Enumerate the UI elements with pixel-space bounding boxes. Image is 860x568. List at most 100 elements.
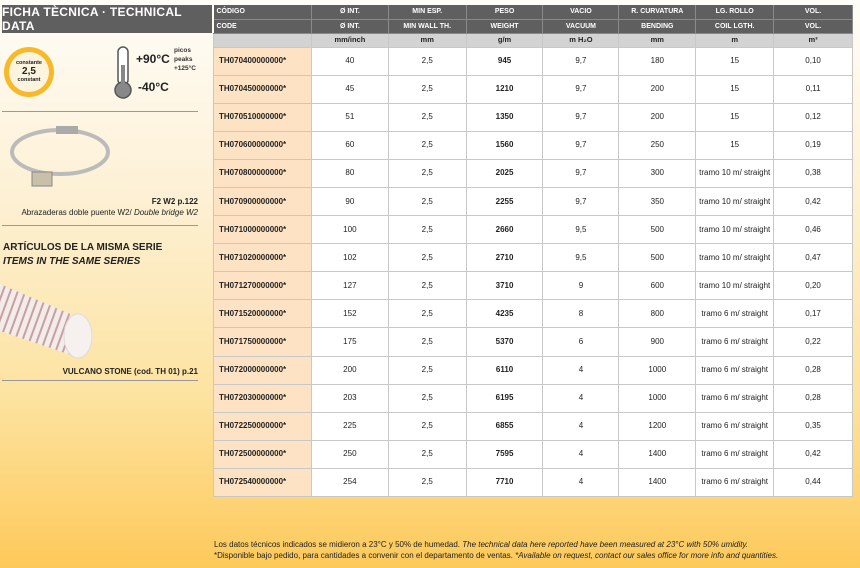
data-cell: 7710 bbox=[465, 467, 544, 498]
product-code-cell: TH072540000000* bbox=[213, 467, 312, 498]
data-cell: 0,12 bbox=[773, 102, 853, 132]
column-header: VOL. bbox=[773, 5, 853, 20]
temp-min: -40°C bbox=[138, 80, 169, 94]
data-cell: tramo 10 m/ straight bbox=[695, 243, 775, 273]
data-cell: 5370 bbox=[465, 327, 544, 357]
data-cell: 0,42 bbox=[773, 186, 853, 217]
table-row: TH072250000000* 225 2,5 6855 4 1200 tramo 6 m/… bbox=[213, 411, 853, 441]
data-cell: 102 bbox=[310, 243, 389, 273]
data-cell: 350 bbox=[618, 186, 697, 217]
column-header: BENDING bbox=[618, 19, 697, 34]
product-code-cell: TH071270000000* bbox=[213, 271, 312, 301]
data-cell: 9,7 bbox=[542, 158, 620, 188]
data-cell: 40 bbox=[310, 46, 389, 76]
data-cell: 0,28 bbox=[773, 355, 853, 385]
data-cell: 6 bbox=[542, 327, 620, 357]
unit-cell: mm bbox=[387, 32, 467, 48]
temp-max: +90°C bbox=[136, 52, 170, 66]
data-cell: 4 bbox=[542, 439, 620, 469]
unit-cell bbox=[213, 32, 312, 48]
data-cell: 0,28 bbox=[773, 383, 853, 413]
data-cell: 945 bbox=[465, 46, 544, 76]
product-code-cell: TH070600000000* bbox=[213, 130, 312, 160]
data-cell: 0,20 bbox=[773, 271, 853, 301]
clamp-image bbox=[10, 126, 110, 187]
data-cell: 9,5 bbox=[542, 243, 620, 273]
data-cell: 15 bbox=[695, 46, 775, 76]
table-row: TH071020000000* 102 2,5 2710 9,5 500 tramo 10 … bbox=[213, 243, 853, 273]
product-code-cell: TH070800000000* bbox=[213, 158, 312, 188]
data-cell: 15 bbox=[695, 74, 775, 104]
data-cell: 2255 bbox=[465, 186, 544, 217]
unit-cell: m³ bbox=[773, 32, 853, 48]
column-header: CÓDIGO bbox=[213, 5, 312, 20]
data-cell: 7595 bbox=[465, 439, 544, 469]
column-header: WEIGHT bbox=[466, 19, 544, 34]
data-cell: 1210 bbox=[465, 74, 544, 104]
table-row: TH072500000000* 250 2,5 7595 4 1400 tramo 6 m/… bbox=[213, 439, 853, 469]
data-cell: tramo 10 m/ straight bbox=[695, 158, 775, 188]
table-row: TH070800000000* 80 2,5 2025 9,7 300 tramo 10 m… bbox=[213, 158, 853, 188]
data-cell: 9,7 bbox=[542, 102, 620, 132]
data-cell: tramo 6 m/ straight bbox=[695, 299, 775, 329]
data-cell: 2,5 bbox=[387, 327, 467, 357]
table-row: TH072540000000* 254 2,5 7710 4 1400 tramo 6 m/… bbox=[213, 467, 853, 498]
data-cell: tramo 6 m/ straight bbox=[695, 383, 775, 413]
wall-thickness-badge: constante 2,5 constant bbox=[4, 47, 54, 97]
data-cell: 200 bbox=[618, 74, 697, 104]
column-header: Ø INT. bbox=[311, 19, 389, 34]
data-cell: tramo 10 m/ straight bbox=[695, 271, 775, 301]
data-cell: 2,5 bbox=[387, 46, 467, 76]
data-cell: 9 bbox=[542, 271, 620, 301]
data-cell: 90 bbox=[310, 186, 389, 217]
table-row: TH072030000000* 203 2,5 6195 4 1000 tramo 6 m/… bbox=[213, 383, 853, 413]
column-header: CODE bbox=[213, 19, 312, 34]
data-cell: 4 bbox=[542, 467, 620, 498]
data-cell: 80 bbox=[310, 158, 389, 188]
header-row: CÓDIGO Ø INT. MIN ESP. PESO VACIO R. CURVATUR… bbox=[213, 5, 853, 20]
data-cell: tramo 6 m/ straight bbox=[695, 355, 775, 385]
divider bbox=[2, 225, 198, 226]
column-header: VACIO bbox=[542, 5, 620, 20]
badge-top: constante bbox=[16, 59, 42, 66]
data-cell: 60 bbox=[310, 130, 389, 160]
table-row: TH071270000000* 127 2,5 3710 9 600 tramo 10 m/… bbox=[213, 271, 853, 301]
product-code-cell: TH071020000000* bbox=[213, 243, 312, 273]
data-cell: 300 bbox=[618, 158, 697, 188]
data-cell: 2,5 bbox=[387, 299, 467, 329]
data-cell: 3710 bbox=[465, 271, 544, 301]
data-cell: 0,38 bbox=[773, 158, 853, 188]
product-code-cell: TH072000000000* bbox=[213, 355, 312, 385]
data-cell: 0,22 bbox=[773, 327, 853, 357]
data-cell: 9,7 bbox=[542, 74, 620, 104]
data-cell: 1560 bbox=[465, 130, 544, 160]
data-cell: 2,5 bbox=[387, 158, 467, 188]
data-cell: 4235 bbox=[465, 299, 544, 329]
table-row: TH070450000000* 45 2,5 1210 9,7 200 15 0,11 bbox=[213, 74, 853, 104]
data-cell: 2,5 bbox=[387, 186, 467, 217]
data-cell: 225 bbox=[310, 411, 389, 441]
data-cell: 2,5 bbox=[387, 130, 467, 160]
hose-image bbox=[0, 284, 93, 359]
column-header: MIN ESP. bbox=[388, 5, 467, 20]
table-row: TH071750000000* 175 2,5 5370 6 900 tramo 6 m/ … bbox=[213, 327, 853, 357]
data-cell: 200 bbox=[618, 102, 697, 132]
data-cell: 152 bbox=[310, 299, 389, 329]
data-cell: 0,11 bbox=[773, 74, 853, 104]
divider bbox=[2, 380, 198, 381]
product-code-cell: TH070400000000* bbox=[213, 46, 312, 76]
data-cell: 15 bbox=[695, 130, 775, 160]
footer-notes: Los datos técnicos indicados se midieron… bbox=[214, 540, 779, 560]
series-item-caption[interactable]: VULCANO STONE (cod. TH 01) p.21 bbox=[62, 367, 198, 376]
column-header: VOL. bbox=[773, 19, 853, 34]
unit-cell: mm/inch bbox=[310, 32, 389, 48]
data-cell: 0,46 bbox=[773, 215, 853, 245]
data-cell: 9,7 bbox=[542, 46, 620, 76]
data-cell: 9,7 bbox=[542, 186, 620, 217]
data-cell: 100 bbox=[310, 215, 389, 245]
peaks-label: picos peaks +125°C bbox=[174, 47, 196, 72]
data-cell: 2025 bbox=[465, 158, 544, 188]
data-cell: 6195 bbox=[465, 383, 544, 413]
data-cell: tramo 10 m/ straight bbox=[695, 215, 775, 245]
column-header: R. CURVATURA bbox=[618, 5, 697, 20]
